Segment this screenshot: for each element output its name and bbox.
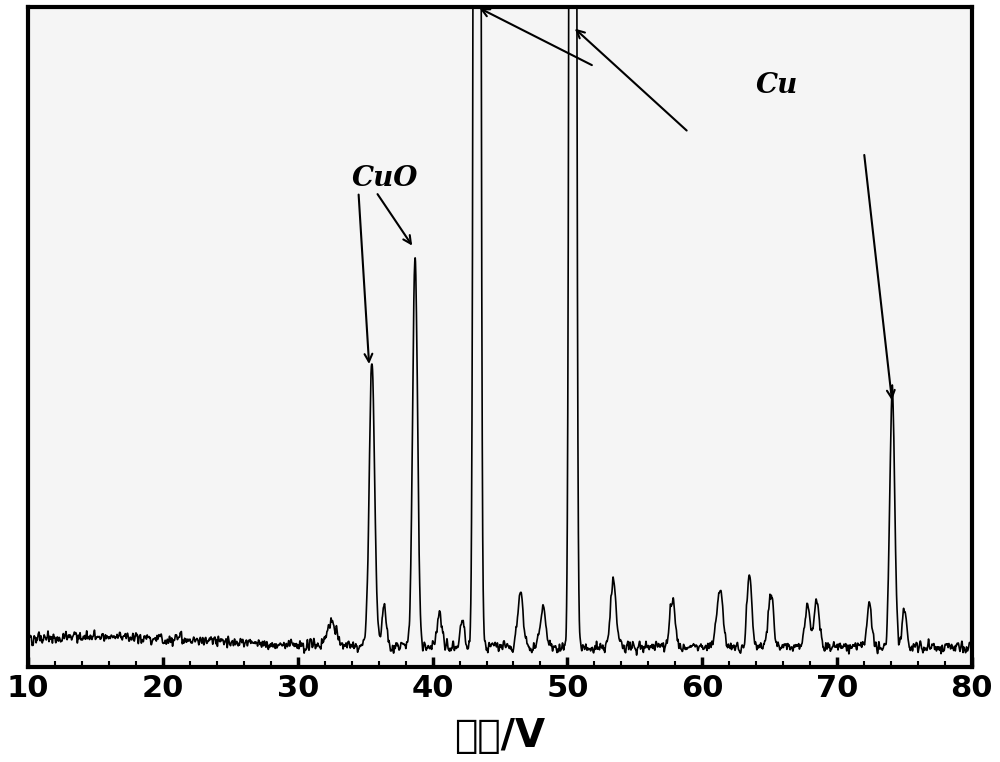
- Text: CuO: CuO: [352, 165, 418, 192]
- Text: Cu: Cu: [756, 72, 798, 99]
- X-axis label: 电压/V: 电压/V: [454, 717, 546, 755]
